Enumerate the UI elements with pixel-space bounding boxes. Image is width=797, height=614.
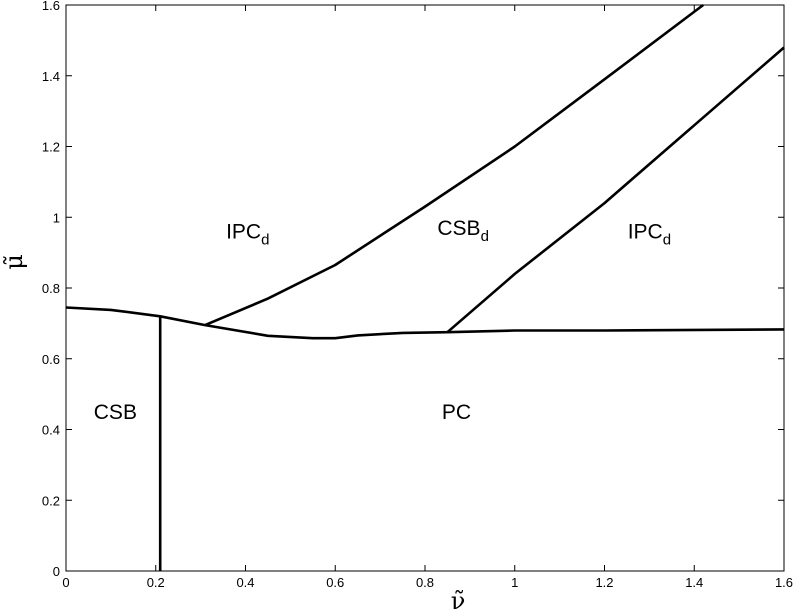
- x-tick-label: 0.6: [326, 575, 344, 590]
- y-tick-label: 0.2: [42, 493, 60, 508]
- y-tick-label: 0.4: [42, 423, 60, 438]
- phase-boundary-4: [446, 46, 785, 334]
- region-label: PC: [442, 401, 471, 424]
- x-axis-label: ν̃: [451, 587, 466, 614]
- region-name: CSB: [94, 401, 137, 424]
- x-tick-label: 0.2: [147, 575, 165, 590]
- region-name: IPC: [226, 220, 261, 243]
- y-tick-label: 1.4: [42, 69, 60, 84]
- y-tick-label: 1: [53, 210, 60, 225]
- region-label: IPCd: [226, 220, 269, 248]
- region-label: CSBd: [437, 217, 489, 245]
- y-tick-label: 1.2: [42, 140, 60, 155]
- region-name: CSB: [437, 217, 480, 240]
- region-label: CSB: [94, 401, 137, 424]
- region-subscript: d: [481, 228, 489, 245]
- x-tick-label: 1: [511, 575, 518, 590]
- x-tick-label: 0.8: [416, 575, 434, 590]
- region-subscript: d: [261, 231, 269, 248]
- region-name: IPC: [628, 220, 663, 243]
- y-tick-label: 0.8: [42, 281, 60, 296]
- region-label: IPCd: [628, 220, 671, 248]
- y-tick-label: 1.6: [42, 0, 60, 13]
- phase-boundary-3: [204, 3, 704, 327]
- region-name: PC: [442, 401, 471, 424]
- region-subscript: d: [663, 231, 671, 248]
- x-tick-label: 1.2: [595, 575, 613, 590]
- y-axis-label: μ̃: [0, 254, 28, 270]
- x-tick-label: 1.6: [775, 575, 793, 590]
- x-tick-label: 1.4: [685, 575, 703, 590]
- y-tick-label: 0.6: [42, 352, 60, 367]
- plot-frame: [65, 4, 785, 572]
- x-tick-label: 0.4: [236, 575, 254, 590]
- y-tick-label: 0: [53, 564, 60, 579]
- x-tick-label: 0: [62, 575, 69, 590]
